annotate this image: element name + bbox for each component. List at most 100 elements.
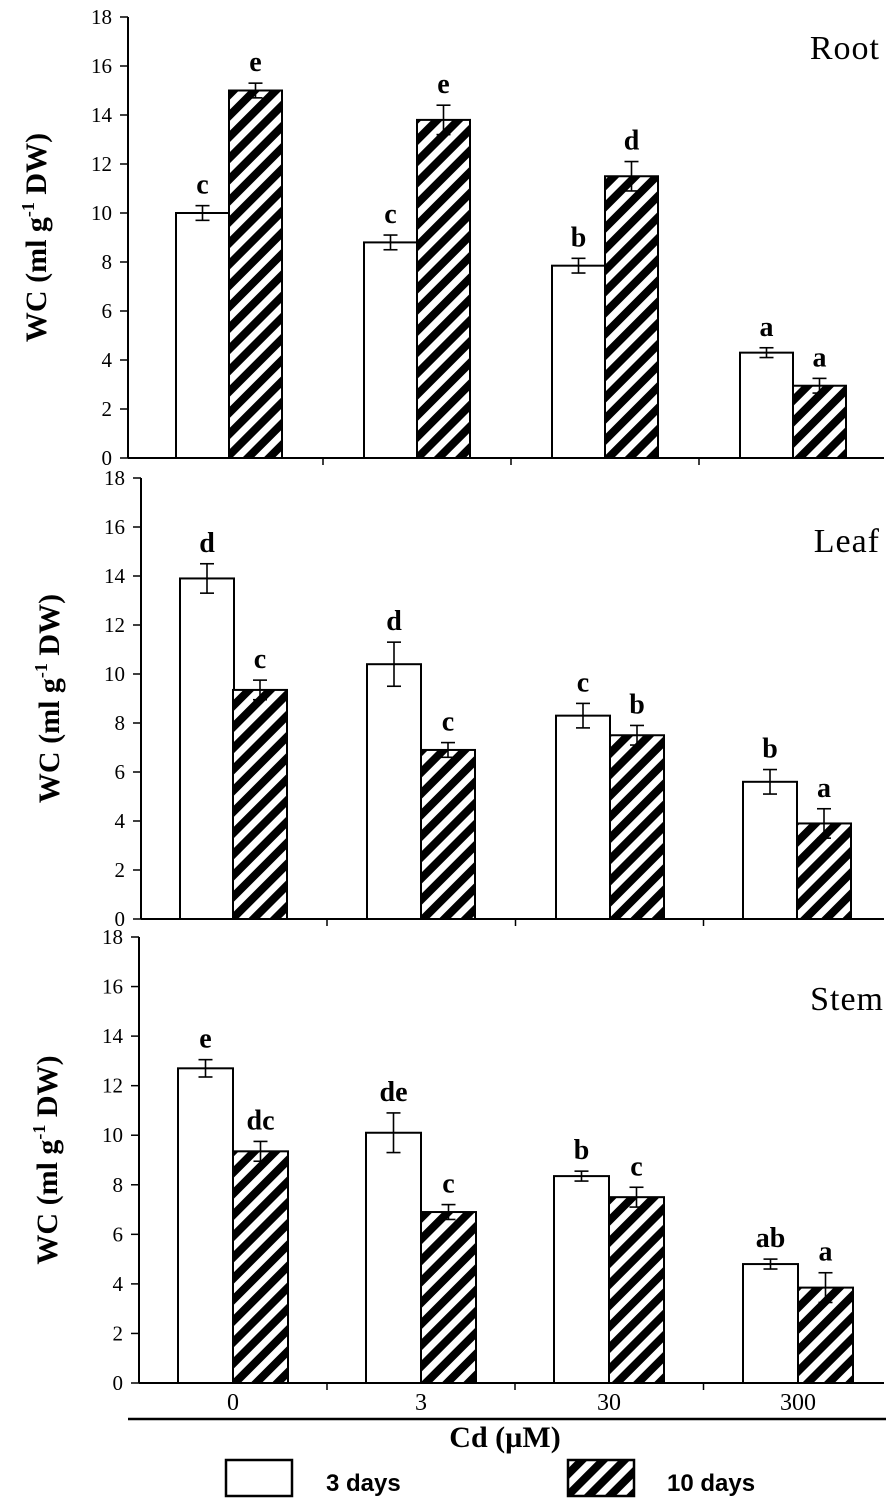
significance-letter: c (254, 644, 266, 675)
y-tick-label: 12 (102, 1074, 123, 1098)
bar-3-days (177, 1067, 234, 1385)
bar-3-days (555, 714, 611, 921)
significance-letter: d (624, 126, 640, 157)
significance-letter: a (760, 312, 774, 343)
y-axis-label-main: WC (ml g (20, 217, 53, 342)
significance-letter: a (819, 1237, 833, 1268)
bar-10-days (416, 118, 471, 460)
y-axis-label-units: DW) (33, 594, 66, 663)
significance-letter: a (813, 342, 827, 373)
y-tick-label: 14 (102, 1024, 124, 1048)
significance-letter: a (817, 773, 831, 804)
y-axis-label-superscript: -1 (18, 202, 38, 217)
x-tick-label: 30 (597, 1390, 621, 1416)
y-tick-label: 2 (115, 858, 126, 882)
significance-letter: d (199, 528, 215, 559)
y-tick-label: 10 (102, 1123, 123, 1147)
bar-3-days (739, 351, 794, 459)
shared-x-axis: 0 3 30 300 Cd (µM) (128, 1390, 886, 1454)
legend-swatch-3-days (224, 1458, 294, 1498)
bar-10-days (604, 175, 659, 459)
panel-stem: 0 2 4 6 8 10 12 14 16 18 WC (ml g-1 DW) Stem e de b ab d… (29, 925, 884, 1395)
y-tick-label: 12 (91, 152, 112, 176)
significance-letter: b (629, 689, 645, 720)
y-tick-label: 6 (113, 1222, 124, 1246)
significance-letter: c (630, 1151, 642, 1182)
y-axis-label: WC (ml g-1 DW) (29, 1055, 64, 1264)
significance-letter: b (574, 1135, 590, 1166)
y-tick-label: 4 (115, 809, 126, 833)
legend-swatch-10-days (566, 1458, 636, 1498)
panel-title: Leaf (814, 523, 880, 560)
y-axis-label-units: DW) (20, 133, 53, 202)
y-tick-label: 18 (102, 925, 123, 949)
y-tick-label: 16 (91, 54, 112, 78)
bar-3-days (365, 1131, 422, 1384)
bar-10-days (232, 1150, 289, 1384)
y-tick-label: 2 (113, 1321, 124, 1345)
y-tick-label: 8 (113, 1173, 124, 1197)
panel-leaf: 0 2 4 6 8 10 12 14 16 18 WC (ml g-1 DW) Leaf d d c b c c b… (31, 466, 884, 931)
y-tick-label: 12 (104, 613, 125, 637)
bar-3-days (742, 1263, 799, 1384)
bar-3-days (366, 663, 422, 921)
bar-10-days (792, 384, 847, 460)
y-axis-label-main: WC (ml g (31, 1140, 64, 1265)
significance-letter: c (442, 1169, 454, 1200)
y-axis-label: WC (ml g-1 DW) (18, 133, 53, 342)
y-axis-label: WC (ml g-1 DW) (31, 594, 66, 803)
bar-10-days (796, 822, 852, 921)
significance-letter: ab (756, 1223, 786, 1254)
significance-letter: b (571, 222, 587, 253)
significance-letter: dc (247, 1105, 275, 1136)
y-tick-label: 0 (113, 1371, 124, 1395)
y-axis-label-main: WC (ml g (33, 678, 66, 803)
bar-3-days (179, 577, 235, 920)
y-tick-label: 18 (91, 5, 112, 29)
significance-letter: e (199, 1024, 211, 1055)
y-tick-label: 16 (102, 975, 123, 999)
bar-3-days (742, 780, 798, 920)
significance-letter: c (384, 199, 396, 230)
bar-3-days (553, 1175, 610, 1385)
legend-label-3-days: 3 days (326, 1470, 401, 1497)
significance-letter: e (437, 69, 449, 100)
significance-letter: b (762, 734, 778, 765)
significance-letter: de (380, 1077, 408, 1108)
significance-letter: c (196, 170, 208, 201)
y-tick-label: 10 (104, 662, 125, 686)
y-tick-label: 6 (102, 299, 113, 323)
panel-title: Root (810, 30, 880, 67)
y-tick-label: 2 (102, 397, 113, 421)
y-tick-label: 0 (102, 446, 113, 470)
x-tick-label: 0 (227, 1390, 239, 1416)
x-tick-label: 300 (780, 1390, 816, 1416)
bar-10-days (228, 89, 283, 459)
bar-10-days (232, 688, 288, 920)
legend-label-10-days: 10 days (667, 1470, 755, 1497)
y-tick-label: 6 (115, 760, 126, 784)
significance-letter: c (442, 707, 454, 738)
panel-title: Stem (810, 981, 884, 1018)
bar-10-days (797, 1286, 854, 1385)
y-axis-label-superscript: -1 (29, 1125, 49, 1140)
y-tick-label: 8 (102, 250, 113, 274)
y-tick-label: 4 (102, 348, 113, 372)
y-tick-label: 8 (115, 711, 126, 735)
y-tick-label: 4 (113, 1272, 124, 1296)
bar-3-days (551, 264, 606, 459)
bar-3-days (175, 212, 230, 459)
y-tick-label: 18 (104, 466, 125, 490)
y-tick-label: 0 (115, 907, 126, 931)
significance-letter: e (249, 47, 261, 78)
bar-10-days (420, 748, 476, 921)
x-axis-title: Cd (µM) (449, 1421, 560, 1454)
y-tick-label: 10 (91, 201, 112, 225)
y-tick-label: 16 (104, 515, 125, 539)
y-axis-label-superscript: -1 (31, 663, 51, 678)
bar-10-days (609, 734, 665, 920)
y-tick-label: 14 (104, 564, 126, 588)
y-tick-label: 14 (91, 103, 113, 127)
